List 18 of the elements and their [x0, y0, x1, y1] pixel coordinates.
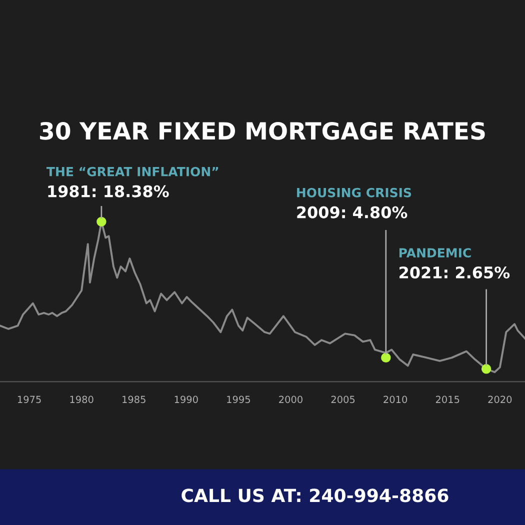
chart-title: 30 YEAR FIXED MORTGAGE RATES	[40, 122, 485, 140]
text: HOUSING CRISIS	[297, 188, 412, 198]
x-tick-label: 2000	[279, 396, 302, 404]
x-tick-label: 1990	[174, 396, 198, 404]
annotation: 1981: 18.38%	[48, 185, 169, 198]
x-tick-label: 1985	[122, 396, 146, 404]
x-tick-label: 2020	[488, 396, 512, 404]
annotation: 2009: 4.80%	[297, 206, 408, 218]
x-tick-label: 1980	[70, 396, 94, 404]
x-tick-label: 1995	[227, 396, 250, 404]
annotation: 2021: 2.65%	[400, 266, 510, 279]
annotation: PANDEMIC	[399, 248, 471, 258]
x-tick-label: 1975	[18, 396, 41, 404]
x-tick-label: 2010	[384, 396, 408, 404]
text: CALL US AT: 240-994-8866	[182, 488, 448, 502]
x-tick-label: 2005	[331, 396, 355, 404]
text: THE “GREAT INFLATION”	[46, 166, 218, 176]
x-tick-label: 2015	[436, 396, 460, 404]
